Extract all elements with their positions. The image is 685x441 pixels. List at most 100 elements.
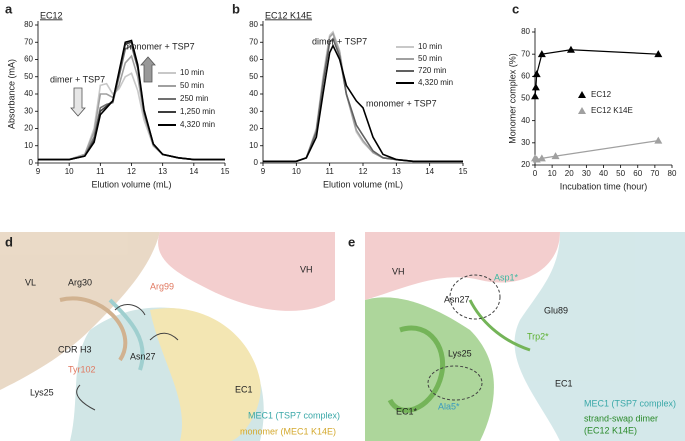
chart-title: EC12 K14E [265, 10, 312, 20]
structure-label: VL [25, 277, 36, 287]
legend-marker [578, 91, 586, 98]
x-tick-label: 60 [633, 169, 642, 178]
x-tick-label: 50 [616, 169, 625, 178]
legend-label: 50 min [418, 54, 442, 63]
y-tick-label: 10 [249, 141, 258, 150]
y-axis-label: Monomer complex (%) [507, 53, 517, 144]
y-tick-label: 30 [249, 106, 258, 115]
series-line [263, 43, 463, 163]
structure-label: strand-swap dimer [584, 413, 658, 423]
y-tick-label: 70 [249, 37, 258, 46]
legend-marker [578, 107, 586, 114]
data-point [537, 50, 546, 58]
x-tick-label: 15 [221, 167, 230, 176]
x-tick-label: 14 [189, 167, 198, 176]
structure-label: Asn27 [444, 294, 470, 304]
y-tick-label: 0 [29, 158, 34, 167]
x-axis-label: Elution volume (mL) [323, 179, 403, 189]
y-tick-label: 40 [249, 89, 258, 98]
y-tick-label: 30 [521, 138, 530, 147]
y-tick-label: 50 [249, 72, 258, 81]
y-tick-label: 60 [521, 71, 530, 80]
legend-label: 10 min [418, 42, 442, 51]
panel-label: b [232, 1, 240, 16]
y-tick-label: 60 [249, 55, 258, 64]
legend-label: 4,320 min [418, 78, 453, 87]
annotation: monomer + TSP7 [124, 41, 195, 51]
structure-label: Glu89 [544, 305, 568, 315]
data-point [551, 152, 560, 160]
x-tick-label: 12 [127, 167, 136, 176]
y-tick-label: 40 [24, 89, 33, 98]
x-axis-label: Incubation time (hour) [560, 181, 648, 191]
x-tick-label: 13 [392, 167, 401, 176]
legend-label: 10 min [180, 68, 204, 77]
data-point [654, 136, 663, 144]
panel-label: c [512, 1, 519, 16]
structure-label: MEC1 (TSP7 complex) [248, 410, 340, 420]
annotation: monomer + TSP7 [366, 98, 437, 108]
y-tick-label: 10 [24, 141, 33, 150]
series-line [38, 39, 225, 161]
y-tick-label: 20 [521, 160, 530, 169]
structure-label: EC1 [555, 378, 573, 388]
structure-label: MEC1 (TSP7 complex) [584, 398, 676, 408]
structure-d [0, 232, 335, 441]
structure-label: Lys25 [448, 348, 472, 358]
y-tick-label: 70 [24, 37, 33, 46]
y-tick-label: 20 [24, 124, 33, 133]
x-tick-label: 70 [650, 169, 659, 178]
legend-label: 1,250 min [180, 107, 215, 116]
legend-label: EC12 [591, 90, 612, 99]
structure-label: Asp1* [494, 272, 519, 282]
legend-label: 250 min [180, 94, 208, 103]
panel-label: a [5, 1, 13, 16]
y-tick-label: 30 [24, 106, 33, 115]
annotation: dimer + TSP7 [312, 36, 367, 46]
x-tick-label: 30 [582, 169, 591, 178]
legend-label: 720 min [418, 66, 446, 75]
legend-label: 50 min [180, 81, 204, 90]
structure-label: Lys25 [30, 387, 54, 397]
x-tick-label: 0 [533, 169, 538, 178]
structure-label: (EC12 K14E) [584, 425, 637, 435]
data-point [532, 70, 541, 78]
y-tick-label: 50 [24, 72, 33, 81]
x-tick-label: 10 [292, 167, 301, 176]
structure-label: Trp2* [527, 331, 549, 341]
panel-label: e [348, 234, 355, 249]
y-tick-label: 60 [24, 55, 33, 64]
legend-label: 4,320 min [180, 120, 215, 129]
y-tick-label: 80 [521, 27, 530, 36]
structure-label: CDR H3 [58, 344, 92, 354]
x-tick-label: 10 [65, 167, 74, 176]
structure-e [365, 232, 685, 441]
x-tick-label: 40 [599, 169, 608, 178]
x-tick-label: 9 [261, 167, 266, 176]
annotation: dimer + TSP7 [50, 74, 105, 84]
structure-label: Ala5* [438, 401, 460, 411]
structure-label: EC1 [235, 384, 253, 394]
x-tick-label: 9 [36, 167, 41, 176]
structure-label: EC1* [396, 406, 418, 416]
y-tick-label: 80 [249, 20, 258, 29]
structure-label: VH [392, 266, 405, 276]
structure-label: Tyr102 [68, 364, 96, 374]
data-point [531, 92, 539, 100]
x-axis-label: Elution volume (mL) [91, 179, 171, 189]
data-point [566, 45, 575, 53]
y-tick-label: 20 [249, 124, 258, 133]
x-tick-label: 10 [548, 169, 557, 178]
y-axis-label: Absorbance (mA) [6, 59, 16, 129]
structure-label: VH [300, 264, 313, 274]
structure-label: monomer (MEC1 K14E) [240, 426, 336, 436]
y-tick-label: 0 [254, 158, 259, 167]
structure-label: Arg99 [150, 281, 174, 291]
data-point [537, 154, 546, 162]
legend-label: EC12 K14E [591, 106, 633, 115]
x-tick-label: 11 [326, 167, 335, 176]
x-tick-label: 80 [668, 169, 677, 178]
y-tick-label: 80 [24, 20, 33, 29]
structure-label: Asn27 [130, 351, 156, 361]
